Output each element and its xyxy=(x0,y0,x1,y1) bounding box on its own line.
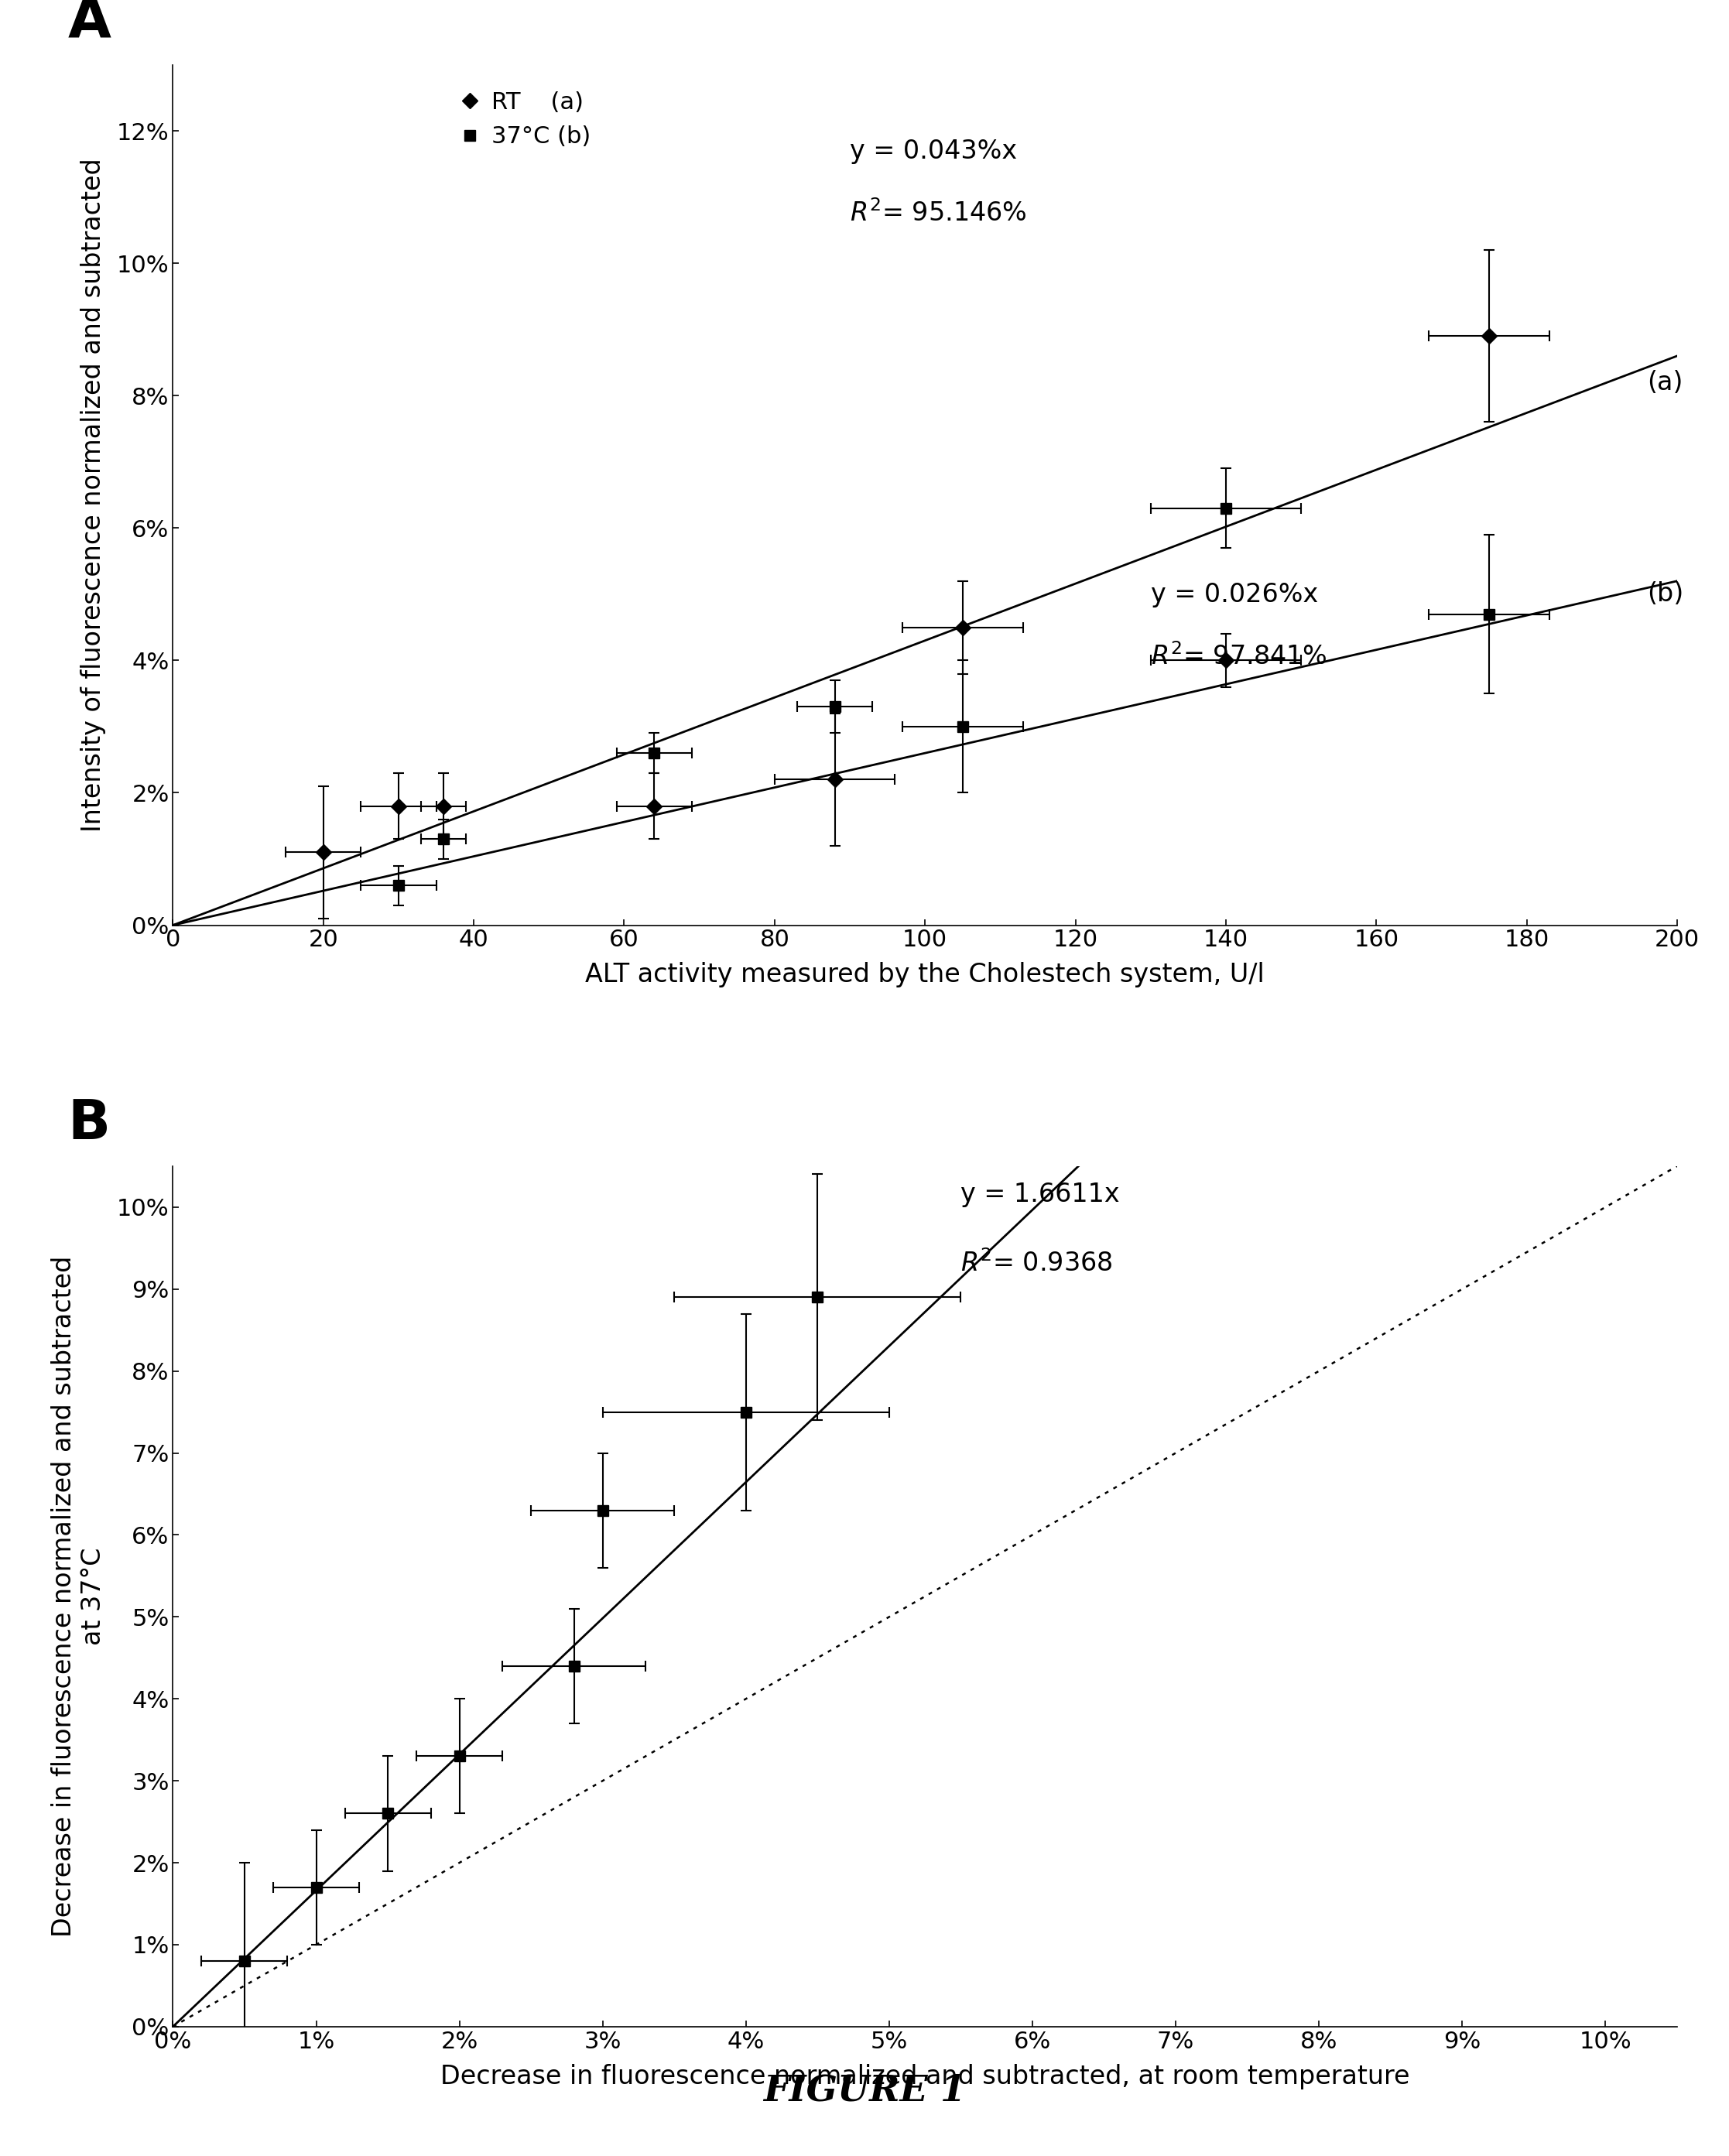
Legend: RT    (a), 37°C (b): RT (a), 37°C (b) xyxy=(451,82,600,157)
Text: A: A xyxy=(67,0,111,50)
Text: (b): (b) xyxy=(1648,582,1684,608)
Text: B: B xyxy=(67,1097,111,1151)
Text: y = 0.043%x: y = 0.043%x xyxy=(851,138,1017,164)
Y-axis label: Decrease in fluorescence normalized and subtracted
at 37°C: Decrease in fluorescence normalized and … xyxy=(50,1255,105,1936)
X-axis label: Decrease in fluorescence normalized and subtracted, at room temperature: Decrease in fluorescence normalized and … xyxy=(441,2063,1409,2089)
Y-axis label: Intensity of fluorescence normalized and subtracted: Intensity of fluorescence normalized and… xyxy=(81,157,105,832)
X-axis label: ALT activity measured by the Cholestech system, U/l: ALT activity measured by the Cholestech … xyxy=(586,962,1264,987)
Text: y = 0.026%x: y = 0.026%x xyxy=(1152,582,1317,608)
Text: (a): (a) xyxy=(1648,369,1682,395)
Text: $R^2$= 97.841%: $R^2$= 97.841% xyxy=(1152,642,1326,671)
Text: $R^2$= 0.9368: $R^2$= 0.9368 xyxy=(961,1250,1113,1276)
Text: $R^2$= 95.146%: $R^2$= 95.146% xyxy=(851,201,1027,226)
Text: y = 1.6611x: y = 1.6611x xyxy=(961,1181,1120,1207)
Text: FIGURE 1: FIGURE 1 xyxy=(762,2072,967,2109)
